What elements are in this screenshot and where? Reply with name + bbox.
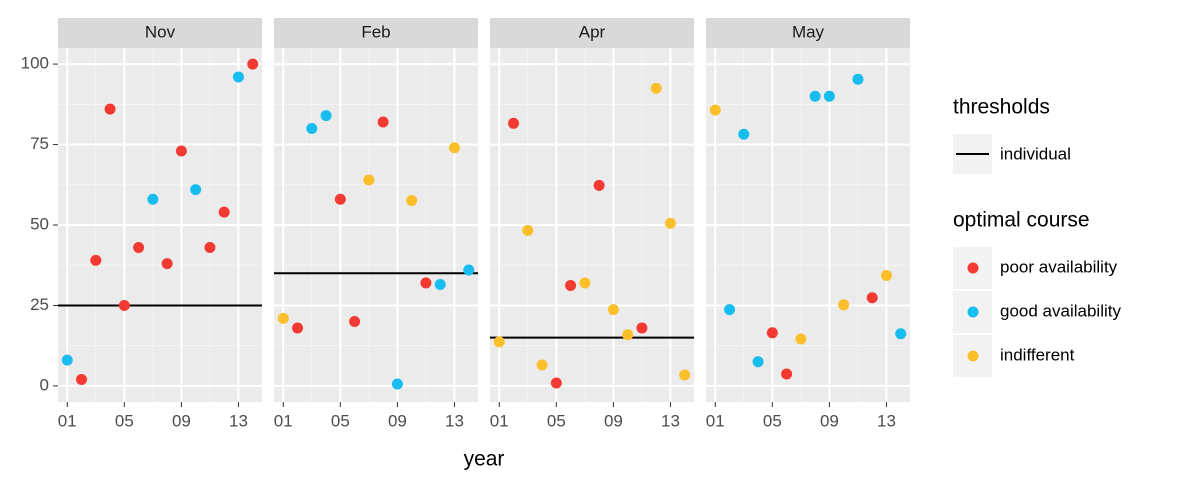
point [895,328,907,340]
legend-label: poor availability [1000,257,1118,276]
x-tick-label: 13 [877,411,896,430]
x-tick-label: 13 [445,411,464,430]
point [463,264,475,276]
x-tick-label: 05 [763,411,782,430]
legend-marker [967,350,979,362]
x-tick-label: 01 [706,411,725,430]
x-tick-label: 13 [229,411,248,430]
legend-label: good availability [1000,301,1121,320]
strip-label: May [792,22,825,41]
point [175,145,187,157]
point [232,71,244,83]
point [104,103,116,115]
y-tick-label: 0 [40,375,49,394]
legend-label: individual [1000,144,1071,163]
point [838,299,850,311]
point [118,299,130,311]
point [781,368,793,380]
point [76,373,88,385]
x-tick-label: 05 [331,411,350,430]
point [565,280,577,292]
legend-label: indifferent [1000,345,1075,364]
point [679,369,691,381]
x-tick-label: 09 [172,411,191,430]
point [522,224,534,236]
x-tick-label: 05 [115,411,134,430]
point [650,82,662,94]
x-tick-label: 13 [661,411,680,430]
point [334,193,346,205]
point [852,73,864,85]
point [434,279,446,291]
point [593,179,605,191]
point [866,292,878,304]
point [292,322,304,334]
point [795,333,807,345]
point [204,242,216,254]
point [508,117,520,129]
strip [490,18,694,48]
point [709,104,721,116]
point [738,128,750,140]
strip-label: Apr [579,22,606,41]
point [607,304,619,316]
point [622,329,634,341]
x-tick-label: 09 [388,411,407,430]
point [823,90,835,102]
point [724,304,736,316]
x-tick-label: 01 [274,411,293,430]
point [406,195,418,207]
strip [58,18,262,48]
point [363,174,375,186]
point [218,206,230,218]
point [133,242,145,254]
y-tick-label: 75 [30,134,49,153]
point [536,359,548,371]
strip [706,18,910,48]
strip-label: Feb [361,22,390,41]
legend-title: thresholds [953,96,1050,119]
strip-label: Nov [145,22,176,41]
point [190,184,202,196]
point [247,58,259,70]
point [306,122,318,134]
point [493,336,505,348]
point [579,277,591,289]
x-tick-label: 09 [820,411,839,430]
point [420,277,432,289]
x-tick-label: 05 [547,411,566,430]
point [752,356,764,368]
point [161,258,173,270]
point [277,312,289,324]
point [61,354,73,366]
point [90,254,102,266]
point [664,217,676,229]
point [809,90,821,102]
legend-title: optimal course [953,209,1090,232]
point [766,327,778,339]
legend-marker [967,306,979,318]
legend-marker [967,262,979,274]
point [320,110,332,122]
point [636,322,648,334]
x-tick-label: 09 [604,411,623,430]
point [550,377,562,389]
point [880,270,892,282]
strip [274,18,478,48]
x-tick-label: 01 [490,411,509,430]
x-tick-label: 01 [58,411,77,430]
point [391,378,403,390]
x-axis-label: year [464,448,505,471]
point [349,316,361,328]
point [377,116,389,128]
y-tick-label: 50 [30,214,49,233]
y-tick-label: 25 [30,295,49,314]
point [448,142,460,154]
point [147,193,159,205]
y-tick-label: 100 [21,54,49,73]
